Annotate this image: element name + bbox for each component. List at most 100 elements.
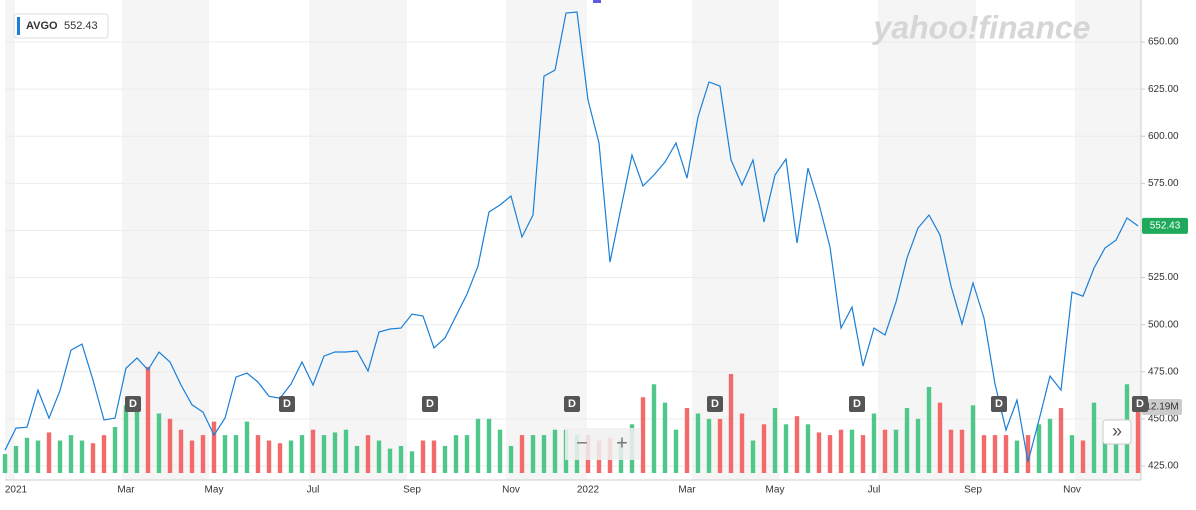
volume-bar <box>343 429 349 473</box>
volume-bar <box>167 418 173 473</box>
volume-bar <box>717 418 723 473</box>
volume-bar <box>332 432 338 473</box>
volume-bar <box>299 435 305 473</box>
volume-tag <box>1142 399 1182 416</box>
x-tick-label: May <box>205 485 224 496</box>
zoom-controls: − + » <box>565 419 1132 460</box>
scroll-icon[interactable]: » <box>1112 421 1122 441</box>
band <box>1075 0 1141 480</box>
event-label: D <box>568 398 576 410</box>
volume-bar <box>673 429 679 473</box>
volume-bar <box>1069 435 1075 473</box>
volume-bar <box>475 418 481 473</box>
logo: yahoo!finance <box>872 9 1091 45</box>
volume-bar <box>57 440 63 473</box>
volume-bar <box>90 443 96 473</box>
volume-bar <box>739 413 745 473</box>
event-label: D <box>995 398 1003 410</box>
x-tick-label: Sep <box>403 485 421 496</box>
price-tag-label: 552.43 <box>1150 221 1181 232</box>
volume-bar <box>123 405 129 473</box>
volume-bar <box>1102 424 1108 473</box>
marker <box>593 0 601 3</box>
volume-bar <box>134 402 140 473</box>
volume-bar <box>1047 418 1053 473</box>
volume-bar <box>178 429 184 473</box>
event-label: D <box>426 398 434 410</box>
volume-bar <box>431 440 437 473</box>
x-tick-label: Jul <box>868 485 881 496</box>
ticker-price: 552.43 <box>64 20 98 32</box>
volume-bar <box>1003 435 1009 473</box>
volume-bar <box>871 413 877 473</box>
y-tick-label: 450.00 <box>1148 414 1179 425</box>
volume-bar <box>926 386 932 473</box>
zoom-out[interactable]: − <box>576 432 588 454</box>
x-tick-label: Nov <box>1063 485 1081 496</box>
volume-bar <box>442 445 448 473</box>
y-tick-label: 600.00 <box>1148 131 1179 142</box>
volume-bar <box>354 445 360 473</box>
volume-bar <box>508 445 514 473</box>
ticker-frame <box>13 13 109 39</box>
band <box>5 0 15 480</box>
event-label: D <box>1136 398 1144 410</box>
volume-tag-label: 12.19M <box>1145 402 1178 413</box>
volume-bar <box>244 421 250 473</box>
band <box>309 0 407 480</box>
volume-bar <box>101 435 107 473</box>
price-line <box>4 11 1139 463</box>
volume-bar <box>2 454 8 473</box>
volume-bar <box>981 435 987 473</box>
volume-bar <box>46 432 52 473</box>
x-tick-label: Sep <box>964 485 982 496</box>
volume-bar <box>464 435 470 473</box>
volume-bar <box>211 421 217 473</box>
band <box>692 0 779 480</box>
volume-bar <box>68 435 74 473</box>
volume-bar <box>552 429 558 473</box>
scroll-button[interactable] <box>1102 419 1132 445</box>
volume-bar <box>13 445 19 473</box>
zoom-in[interactable]: + <box>616 432 628 454</box>
volume-bar <box>838 429 844 473</box>
volume-bar <box>1025 435 1031 473</box>
ticker-box: AVGO 552.43 <box>13 13 109 39</box>
volume-bar <box>310 429 316 473</box>
y-tick-label: 575.00 <box>1148 178 1179 189</box>
event-marker <box>1132 396 1148 412</box>
volume-bar <box>893 429 899 473</box>
volume-bar <box>761 424 767 473</box>
volume-bar <box>1036 424 1042 473</box>
volume-bar <box>695 413 701 473</box>
event-marker <box>125 396 141 412</box>
volume-bar <box>288 440 294 473</box>
volume-bar <box>277 443 283 473</box>
volume-bar <box>497 429 503 473</box>
x-tick-label: 2022 <box>577 485 600 496</box>
event-marker <box>564 396 580 412</box>
volume-bar <box>156 413 162 473</box>
volume-bar <box>486 418 492 473</box>
volume-bar <box>519 435 525 473</box>
volume-bar <box>860 435 866 473</box>
volume-bar <box>750 440 756 473</box>
y-tick-label: 525.00 <box>1148 272 1179 283</box>
y-tick-label: 500.00 <box>1148 319 1179 330</box>
volume-bar <box>266 440 272 473</box>
volume-bar <box>1058 408 1064 473</box>
volume-bar <box>112 426 118 473</box>
volume-bar <box>453 435 459 473</box>
ticker: AVGO <box>26 20 58 32</box>
event-label: D <box>129 398 137 410</box>
volume-bar <box>1091 402 1097 473</box>
event-label: D <box>283 398 291 410</box>
volume-bar <box>409 451 415 473</box>
x-tick-label: Nov <box>502 485 520 496</box>
y-tick-label: 625.00 <box>1148 84 1179 95</box>
volume-bar <box>794 416 800 473</box>
volume-bar <box>640 397 646 473</box>
zoom-panel <box>565 428 641 460</box>
volume-bar <box>24 437 30 473</box>
